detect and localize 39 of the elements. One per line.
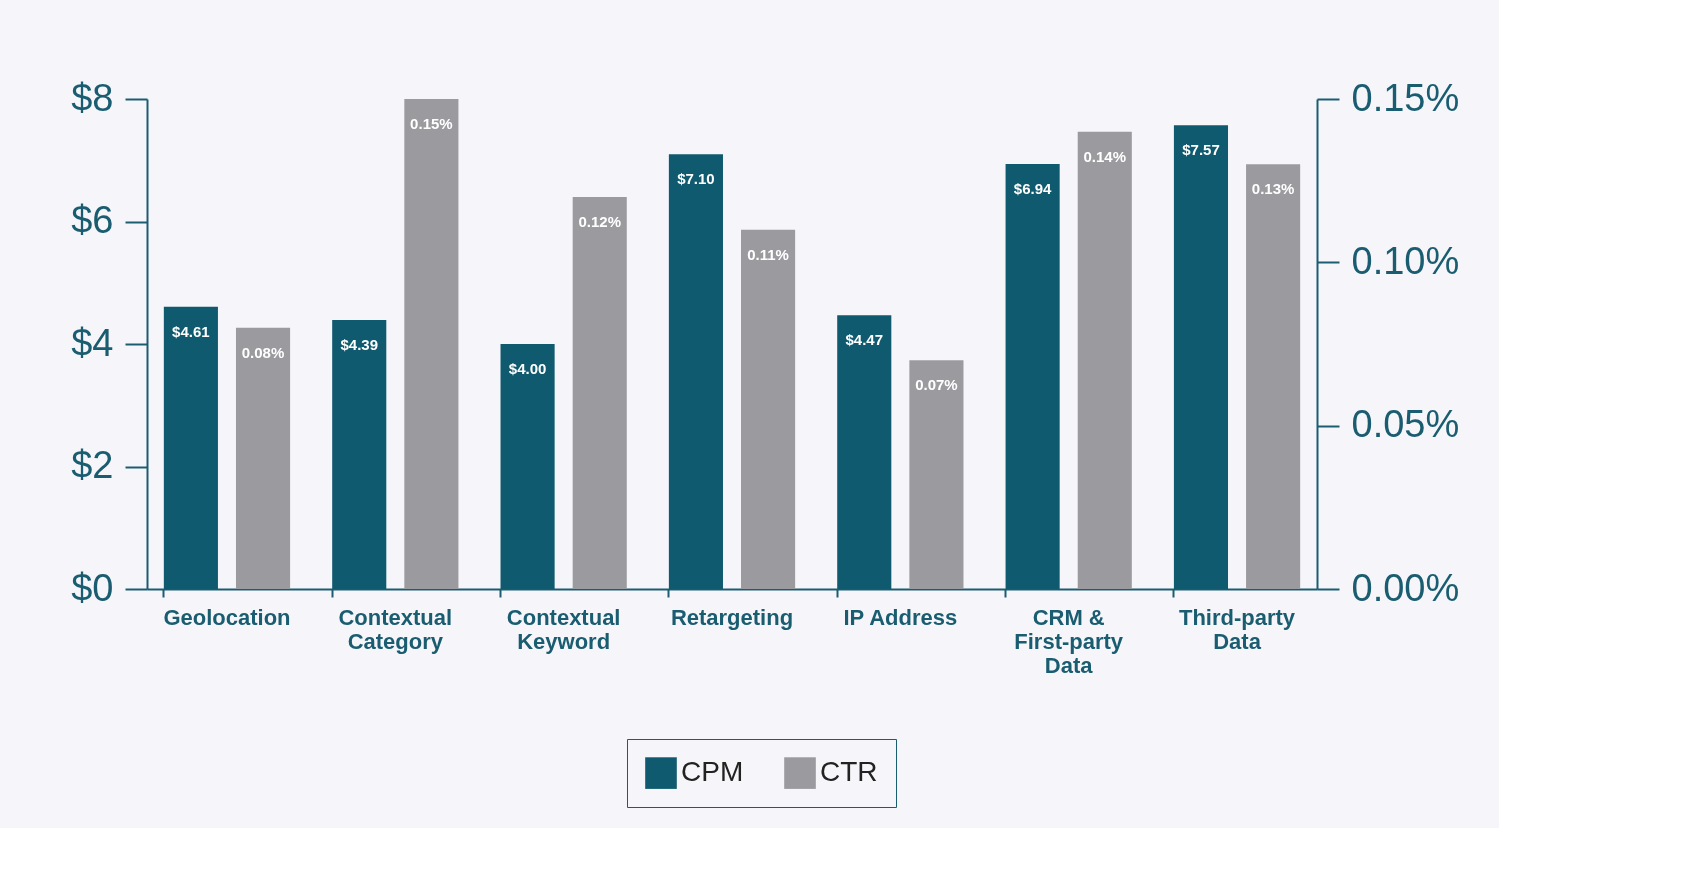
data-label: $7.10 bbox=[677, 170, 715, 188]
y-tick-label: $4 bbox=[71, 321, 114, 364]
legend-label: CPM bbox=[681, 756, 744, 788]
x-tick-label: Contextual Category bbox=[338, 604, 453, 654]
y2-tick-label: 0.15% bbox=[1351, 76, 1460, 119]
data-label: 0.14% bbox=[1083, 147, 1127, 165]
bar bbox=[1246, 164, 1301, 589]
data-label: $4.00 bbox=[508, 360, 547, 377]
y-tick-label: $8 bbox=[71, 76, 114, 119]
bar bbox=[404, 99, 459, 589]
x-tick-label: IP Address bbox=[843, 604, 958, 630]
y2-tick-label: 0.10% bbox=[1351, 239, 1460, 282]
data-label: $7.57 bbox=[1182, 141, 1220, 159]
y-tick-label: $0 bbox=[71, 566, 114, 609]
y-tick-label: $6 bbox=[71, 199, 114, 241]
x-tick-label: Geolocation bbox=[163, 604, 291, 630]
data-label: 0.11% bbox=[747, 245, 789, 263]
bar bbox=[741, 229, 796, 589]
bar bbox=[909, 360, 964, 589]
data-label: 0.08% bbox=[241, 343, 285, 361]
y2-tick-label: 0.05% bbox=[1351, 403, 1460, 446]
data-label: 0.07% bbox=[915, 376, 958, 394]
data-label: 0.15% bbox=[410, 115, 453, 132]
data-label: $4.47 bbox=[845, 331, 884, 349]
y2-tick-label: 0.00% bbox=[1351, 566, 1460, 609]
legend-label: CTR bbox=[820, 756, 878, 788]
y-tick-label: $2 bbox=[71, 444, 114, 486]
data-label: $4.39 bbox=[340, 336, 379, 354]
x-tick-label: Retargeting bbox=[670, 604, 794, 630]
data-label: $4.61 bbox=[172, 322, 210, 340]
data-label: 0.13% bbox=[1251, 180, 1295, 198]
data-label: $6.94 bbox=[1013, 179, 1053, 197]
x-tick-label: Third-party Data bbox=[1178, 604, 1296, 654]
data-label: 0.12% bbox=[578, 213, 621, 230]
bar bbox=[235, 327, 291, 589]
bar bbox=[572, 197, 627, 589]
bar bbox=[1077, 131, 1132, 589]
x-tick-label: CRM & First-party Data bbox=[1014, 604, 1124, 678]
x-tick-label: Contextual Keyword bbox=[506, 604, 621, 654]
